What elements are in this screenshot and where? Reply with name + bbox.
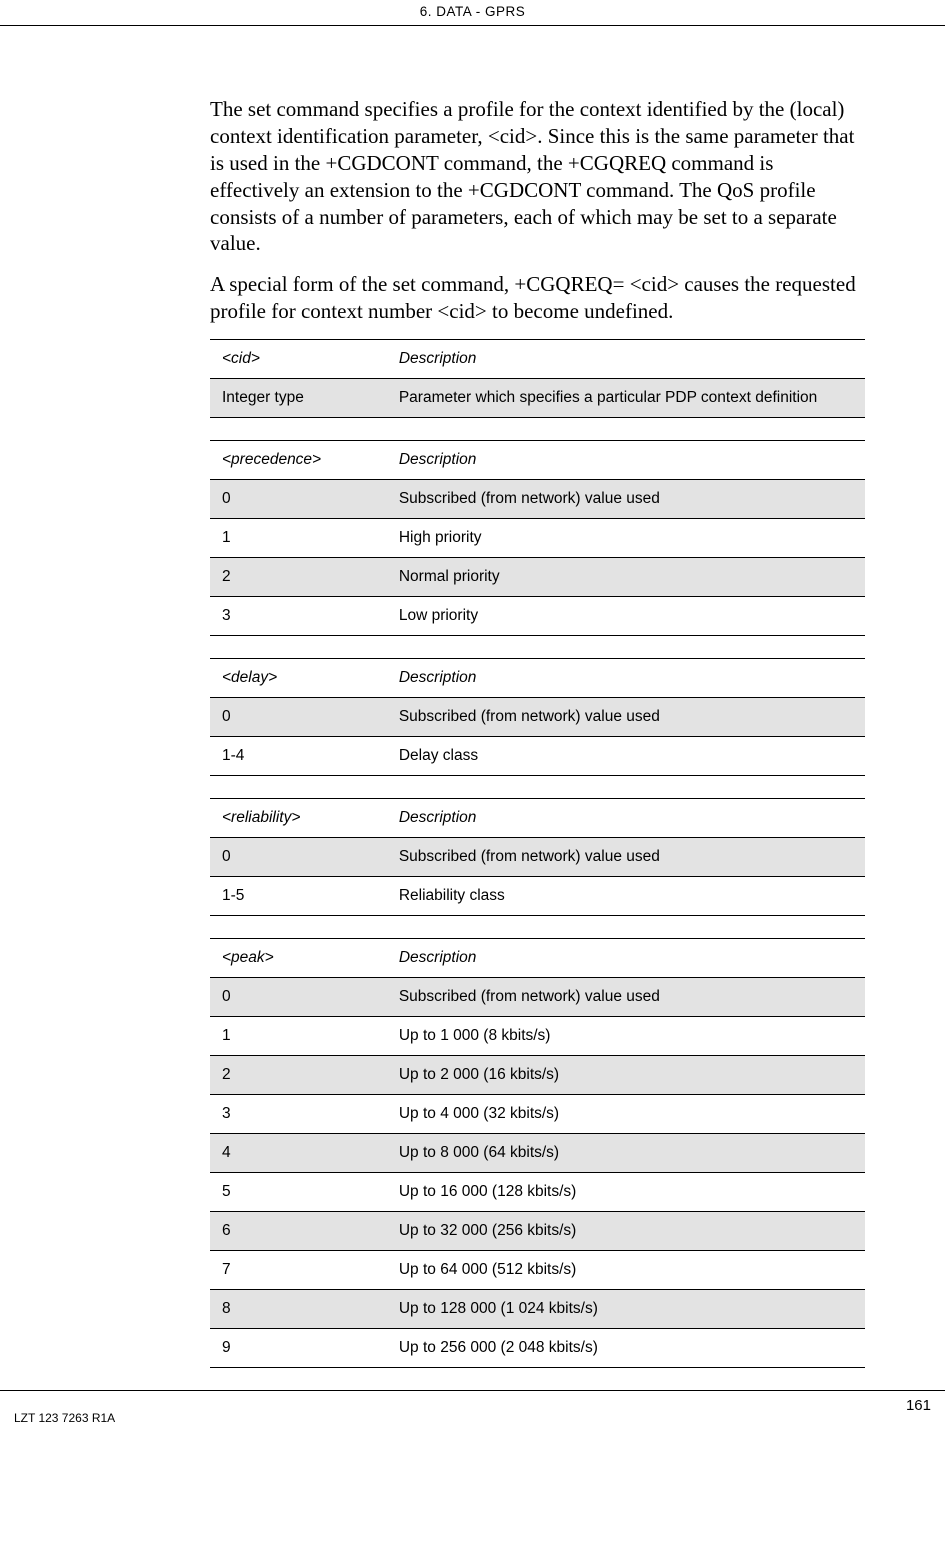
table-header-cell: <precedence> <box>210 441 387 480</box>
table-cell: Up to 2 000 (16 kbits/s) <box>387 1056 865 1095</box>
paragraph-1: The set command specifies a profile for … <box>210 96 865 257</box>
table-cell: 1 <box>210 519 387 558</box>
table-row: 1-5Reliability class <box>210 877 865 916</box>
table-row: 1High priority <box>210 519 865 558</box>
table-row: Integer typeParameter which specifies a … <box>210 379 865 418</box>
page-header-title: 6. DATA - GPRS <box>420 4 526 19</box>
table-cell: Reliability class <box>387 877 865 916</box>
table-cell: Subscribed (from network) value used <box>387 838 865 877</box>
table-cell: 1 <box>210 1017 387 1056</box>
table-cell: Up to 16 000 (128 kbits/s) <box>387 1173 865 1212</box>
table-cell: Integer type <box>210 379 387 418</box>
paragraph-2: A special form of the set command, +CGQR… <box>210 271 865 325</box>
table-cell: 2 <box>210 1056 387 1095</box>
table-header-cell: <peak> <box>210 939 387 978</box>
table-cell: 1-5 <box>210 877 387 916</box>
table-cell: 0 <box>210 480 387 519</box>
table-row: 7Up to 64 000 (512 kbits/s) <box>210 1251 865 1290</box>
table-cell: Up to 256 000 (2 048 kbits/s) <box>387 1329 865 1368</box>
table-cell: 3 <box>210 1095 387 1134</box>
param-table-2: <delay>Description0Subscribed (from netw… <box>210 658 865 776</box>
table-cell: 4 <box>210 1134 387 1173</box>
table-cell: Up to 1 000 (8 kbits/s) <box>387 1017 865 1056</box>
page-number-text: 161 <box>906 1397 931 1414</box>
table-cell: 3 <box>210 597 387 636</box>
table-cell: 5 <box>210 1173 387 1212</box>
table-row: 1-4Delay class <box>210 737 865 776</box>
table-cell: 0 <box>210 838 387 877</box>
table-cell: Up to 32 000 (256 kbits/s) <box>387 1212 865 1251</box>
table-cell: 1-4 <box>210 737 387 776</box>
table-cell: 6 <box>210 1212 387 1251</box>
table-cell: Up to 128 000 (1 024 kbits/s) <box>387 1290 865 1329</box>
table-header-cell: <reliability> <box>210 799 387 838</box>
page-footer: LZT 123 7263 R1A 161 <box>0 1390 945 1425</box>
table-cell: Up to 8 000 (64 kbits/s) <box>387 1134 865 1173</box>
table-row: 0Subscribed (from network) value used <box>210 480 865 519</box>
table-row: 2Up to 2 000 (16 kbits/s) <box>210 1056 865 1095</box>
table-header-cell: Description <box>387 799 865 838</box>
param-table-1: <precedence>Description0Subscribed (from… <box>210 440 865 636</box>
table-row: 9Up to 256 000 (2 048 kbits/s) <box>210 1329 865 1368</box>
table-row: 5Up to 16 000 (128 kbits/s) <box>210 1173 865 1212</box>
table-cell: 0 <box>210 698 387 737</box>
table-row: 0Subscribed (from network) value used <box>210 698 865 737</box>
table-row: 3Up to 4 000 (32 kbits/s) <box>210 1095 865 1134</box>
param-table-3: <reliability>Description0Subscribed (fro… <box>210 798 865 916</box>
table-row: 8Up to 128 000 (1 024 kbits/s) <box>210 1290 865 1329</box>
table-cell: 8 <box>210 1290 387 1329</box>
table-cell: 9 <box>210 1329 387 1368</box>
table-header-cell: Description <box>387 659 865 698</box>
page-content: The set command specifies a profile for … <box>0 26 945 1368</box>
table-header-cell: Description <box>387 340 865 379</box>
footer-doc-id: LZT 123 7263 R1A <box>14 1397 115 1425</box>
table-row: 2Normal priority <box>210 558 865 597</box>
table-cell: 0 <box>210 978 387 1017</box>
table-row: 6Up to 32 000 (256 kbits/s) <box>210 1212 865 1251</box>
param-table-0: <cid>DescriptionInteger typeParameter wh… <box>210 339 865 418</box>
table-row: 3Low priority <box>210 597 865 636</box>
table-row: 4Up to 8 000 (64 kbits/s) <box>210 1134 865 1173</box>
tables-region: <cid>DescriptionInteger typeParameter wh… <box>210 339 865 1368</box>
footer-page-num: 161 <box>906 1397 931 1425</box>
table-row: 1Up to 1 000 (8 kbits/s) <box>210 1017 865 1056</box>
param-table-4: <peak>Description0Subscribed (from netwo… <box>210 938 865 1368</box>
table-header-cell: <delay> <box>210 659 387 698</box>
table-cell: Normal priority <box>387 558 865 597</box>
table-cell: Delay class <box>387 737 865 776</box>
table-cell: 7 <box>210 1251 387 1290</box>
table-cell: Low priority <box>387 597 865 636</box>
table-cell: Parameter which specifies a particular P… <box>387 379 865 418</box>
table-header-cell: <cid> <box>210 340 387 379</box>
table-header-cell: Description <box>387 441 865 480</box>
table-cell: Subscribed (from network) value used <box>387 978 865 1017</box>
table-cell: High priority <box>387 519 865 558</box>
table-cell: Subscribed (from network) value used <box>387 698 865 737</box>
doc-id-text: LZT 123 7263 R1A <box>14 1411 115 1425</box>
table-row: 0Subscribed (from network) value used <box>210 838 865 877</box>
page-header: 6. DATA - GPRS <box>0 0 945 26</box>
table-cell: 2 <box>210 558 387 597</box>
table-cell: Subscribed (from network) value used <box>387 480 865 519</box>
table-cell: Up to 4 000 (32 kbits/s) <box>387 1095 865 1134</box>
table-row: 0Subscribed (from network) value used <box>210 978 865 1017</box>
table-header-cell: Description <box>387 939 865 978</box>
table-cell: Up to 64 000 (512 kbits/s) <box>387 1251 865 1290</box>
